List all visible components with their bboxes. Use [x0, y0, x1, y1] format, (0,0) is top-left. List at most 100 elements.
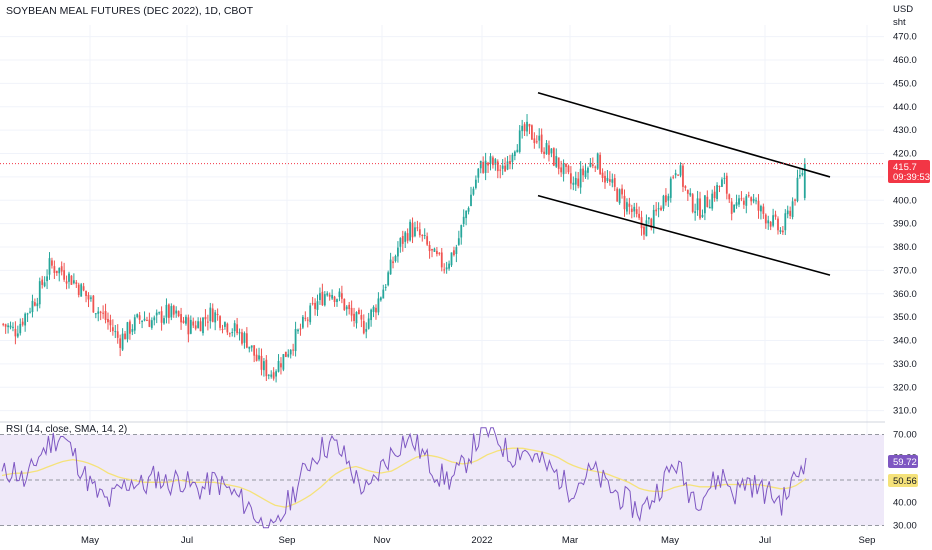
channel-upper-line[interactable]	[537, 92, 831, 178]
price-tick-label: 430.0	[893, 125, 917, 136]
candle-body	[689, 192, 692, 196]
candle-body	[199, 321, 202, 332]
candle-body	[591, 164, 594, 166]
candle-body	[584, 170, 587, 177]
candle-body	[628, 203, 631, 207]
candle-body	[277, 360, 280, 372]
candle-body	[650, 218, 653, 229]
candle-body	[694, 211, 697, 213]
candle-body	[669, 178, 672, 198]
candle-body	[755, 200, 757, 202]
rsi-tick-label: 70.00	[893, 430, 917, 441]
candle-body	[119, 338, 122, 348]
candle-body	[272, 372, 275, 379]
candle-body	[747, 195, 750, 197]
channel-lower-line[interactable]	[537, 194, 831, 276]
candle-body	[652, 209, 655, 228]
candle-body	[301, 316, 304, 328]
time-axis[interactable]: May Jul Sep Nov 2022 Mar May Jul Sep	[81, 535, 875, 546]
candle-body	[160, 311, 163, 323]
candle-body	[362, 320, 365, 334]
candle-body	[326, 293, 329, 296]
countdown-value: 09:39:53	[893, 172, 930, 183]
candle-body	[599, 154, 602, 175]
candle-body	[696, 198, 699, 211]
price-tick-label: 400.0	[893, 195, 917, 206]
price-tick-label: 460.0	[893, 55, 917, 66]
candle-body	[141, 320, 143, 323]
price-tick-label: 340.0	[893, 336, 917, 347]
candle-body	[148, 319, 151, 327]
candle-body	[111, 327, 114, 332]
candle-body	[474, 179, 477, 188]
candle-body	[16, 333, 19, 337]
candle-body	[713, 191, 716, 199]
candle-body	[509, 161, 511, 165]
candle-body	[116, 331, 119, 338]
candle-body	[282, 354, 285, 370]
candle-body	[189, 319, 192, 334]
candle-body	[501, 165, 504, 169]
candle-body	[499, 169, 502, 171]
candle-body	[428, 245, 431, 252]
price-tick-label: 330.0	[893, 359, 917, 370]
candle-body	[657, 208, 660, 210]
candle-body	[33, 302, 36, 306]
candle-body	[331, 295, 334, 299]
candle-body	[574, 177, 577, 185]
candle-body	[38, 281, 41, 305]
candle-body	[41, 279, 44, 285]
time-tick-label: May	[81, 535, 99, 546]
candle-body	[587, 167, 589, 173]
candle-body	[167, 304, 170, 318]
rsi-value: 59.72	[893, 457, 917, 468]
candle-body	[68, 273, 70, 282]
candle-body	[477, 168, 480, 178]
time-tick-label: Nov	[374, 535, 391, 546]
price-axis[interactable]: 470.0460.0450.0440.0430.0420.0410.0400.0…	[893, 32, 917, 417]
candle-body	[450, 252, 453, 266]
candle-body	[781, 230, 784, 233]
candle-body	[596, 153, 599, 169]
candle-body	[316, 301, 319, 310]
candle-body	[526, 121, 528, 132]
candle-body	[416, 227, 419, 229]
candle-body	[531, 125, 533, 140]
candle-body	[723, 177, 726, 179]
candle-body	[294, 329, 297, 352]
candle-body	[75, 282, 78, 284]
candle-body	[645, 220, 648, 237]
candle-body	[667, 196, 670, 201]
candle-body	[153, 317, 156, 321]
candle-body	[677, 174, 679, 176]
candle-body	[608, 179, 611, 182]
candle-body	[253, 345, 256, 356]
candle-body	[582, 168, 584, 176]
candle-body	[170, 306, 173, 318]
candle-body	[703, 195, 706, 214]
candle-body	[733, 204, 736, 213]
candle-body	[791, 201, 794, 218]
candle-body	[711, 193, 714, 209]
candle-body	[150, 320, 153, 328]
time-tick-label: Mar	[562, 535, 578, 546]
candle-body	[51, 260, 53, 266]
candle-body	[221, 328, 224, 330]
candle-body	[626, 202, 628, 212]
candle-body	[521, 125, 524, 132]
candle-body	[397, 247, 399, 257]
candle-body	[214, 312, 217, 323]
candle-body	[492, 157, 494, 166]
candle-body	[267, 374, 270, 376]
candle-body	[299, 328, 302, 330]
candle-body	[448, 263, 450, 269]
candle-body	[665, 195, 667, 203]
time-tick-label: Sep	[859, 535, 876, 546]
rsi-sma-line	[1, 447, 807, 508]
candle-body	[260, 355, 263, 370]
candle-body	[382, 289, 385, 299]
candle-body	[280, 363, 282, 368]
candle-body	[465, 210, 468, 219]
candle-body	[516, 149, 519, 153]
